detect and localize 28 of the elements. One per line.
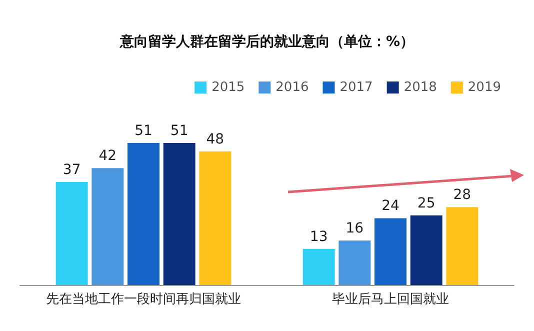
bar	[92, 168, 124, 285]
x-tick-label: 先在当地工作一段时间再归国就业	[46, 292, 241, 307]
data-label: 51	[134, 123, 152, 140]
legend-label: 2017	[340, 80, 373, 95]
data-label: 28	[453, 187, 472, 204]
bar	[410, 215, 442, 285]
legend-label: 2018	[404, 80, 437, 95]
data-label: 13	[310, 228, 328, 245]
data-label: 42	[98, 148, 117, 164]
data-label: 16	[346, 220, 364, 236]
x-tick-label: 毕业后马上回国就业	[332, 292, 449, 307]
data-label: 24	[382, 198, 400, 214]
bar	[199, 151, 232, 285]
data-label: 48	[206, 131, 224, 148]
legend-label: 2015	[212, 80, 245, 95]
chart-title: 意向留学人群在留学后的就业意向（单位：%）	[118, 33, 414, 50]
bar	[338, 240, 371, 285]
data-label: 25	[417, 195, 436, 212]
bar	[56, 182, 88, 285]
bar	[302, 248, 335, 285]
bar	[163, 143, 196, 285]
bar	[128, 143, 160, 285]
bar	[446, 207, 478, 285]
legend-label: 2019	[468, 80, 502, 95]
legend-label: 2016	[276, 80, 309, 95]
bar	[374, 218, 406, 285]
data-label: 37	[62, 162, 81, 178]
data-label: 51	[170, 123, 188, 140]
